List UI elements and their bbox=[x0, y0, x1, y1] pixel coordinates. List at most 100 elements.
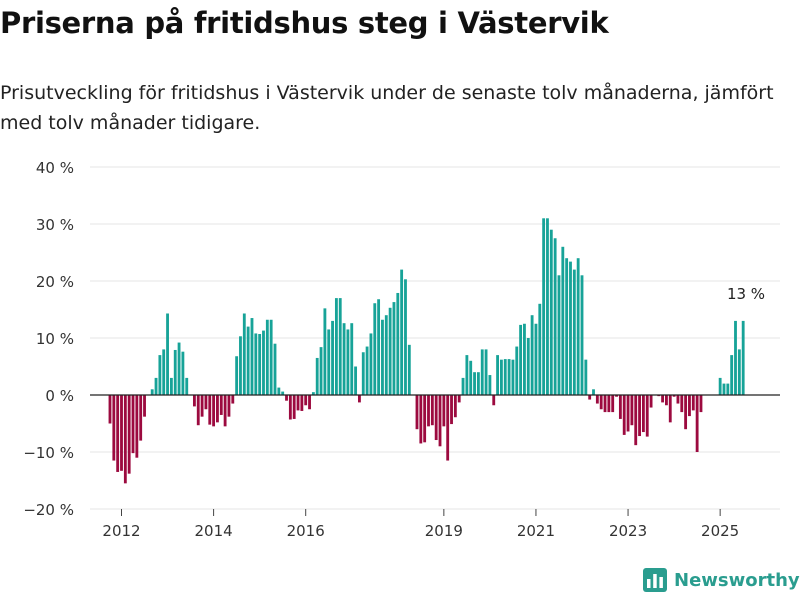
bar bbox=[315, 357, 319, 395]
bar bbox=[358, 395, 361, 403]
bar bbox=[384, 315, 388, 395]
x-tick-label: 2016 bbox=[287, 522, 325, 540]
bar bbox=[607, 395, 611, 413]
bar bbox=[150, 389, 154, 395]
bar bbox=[553, 238, 557, 395]
annotation-label: 13 % bbox=[727, 285, 765, 303]
bar bbox=[572, 269, 576, 395]
bar bbox=[427, 395, 430, 427]
bar bbox=[588, 395, 592, 400]
bar bbox=[331, 320, 334, 395]
brand-name: Newsworthy bbox=[674, 569, 800, 591]
bar bbox=[346, 329, 350, 395]
bar bbox=[116, 395, 120, 472]
bar bbox=[254, 333, 258, 395]
bar bbox=[680, 395, 684, 413]
bar bbox=[695, 395, 699, 452]
y-tick-label: 40 % bbox=[36, 159, 74, 177]
bar bbox=[718, 377, 722, 395]
bar bbox=[626, 395, 630, 432]
bar bbox=[407, 344, 411, 395]
bar bbox=[196, 395, 200, 426]
x-tick-label: 2019 bbox=[425, 522, 463, 540]
bar bbox=[139, 395, 143, 441]
y-tick-label: 0 % bbox=[45, 387, 74, 405]
bar bbox=[392, 302, 396, 395]
bar bbox=[515, 346, 519, 395]
bar bbox=[549, 229, 553, 395]
bar bbox=[296, 395, 300, 411]
bar bbox=[265, 319, 269, 395]
bar bbox=[242, 313, 246, 395]
bar bbox=[691, 395, 695, 411]
bar bbox=[404, 279, 407, 395]
bar bbox=[319, 347, 323, 395]
bar bbox=[342, 323, 346, 395]
bar bbox=[177, 342, 181, 395]
chart-subtitle: Prisutveckling för fritidshus i Västervi… bbox=[0, 82, 774, 134]
bar bbox=[143, 395, 146, 417]
bar bbox=[162, 349, 166, 395]
bar bbox=[108, 395, 112, 424]
bar bbox=[208, 395, 212, 425]
bar bbox=[246, 326, 250, 395]
bar bbox=[730, 355, 734, 395]
bar bbox=[672, 395, 676, 397]
bar bbox=[615, 395, 618, 397]
bar bbox=[235, 356, 239, 395]
bar bbox=[281, 391, 285, 395]
y-axis: −20 % −10 % 0 % 10 % 20 % 30 % 40 % bbox=[23, 159, 74, 519]
bar bbox=[465, 355, 469, 395]
bar bbox=[523, 323, 526, 395]
bar bbox=[373, 303, 377, 395]
bar bbox=[592, 389, 595, 395]
bar bbox=[216, 395, 219, 423]
bar bbox=[457, 395, 461, 403]
bar bbox=[645, 395, 649, 437]
annotation: 13 % bbox=[727, 285, 765, 303]
bar bbox=[327, 329, 331, 395]
bar bbox=[381, 319, 384, 395]
bar bbox=[580, 275, 584, 395]
bar bbox=[499, 359, 503, 395]
bar bbox=[461, 377, 465, 395]
bar bbox=[369, 333, 373, 395]
bar bbox=[476, 372, 480, 395]
bar bbox=[285, 395, 288, 401]
bar-series bbox=[108, 218, 745, 484]
bar bbox=[450, 395, 453, 425]
bar bbox=[684, 395, 688, 430]
bar bbox=[519, 324, 523, 395]
x-tick-label: 2025 bbox=[701, 522, 739, 540]
bar bbox=[388, 307, 392, 395]
x-axis: 2012 2014 2016 2019 2021 2023 2025 bbox=[102, 509, 739, 540]
bar bbox=[123, 395, 127, 484]
bar bbox=[415, 395, 419, 430]
bar bbox=[430, 395, 434, 426]
bar bbox=[546, 218, 549, 395]
bar bbox=[239, 336, 242, 395]
bar bbox=[262, 330, 265, 395]
bar bbox=[438, 395, 442, 447]
bar bbox=[507, 359, 511, 395]
bar bbox=[434, 395, 438, 441]
y-tick-label: 20 % bbox=[36, 273, 74, 291]
bar bbox=[661, 395, 665, 403]
bar bbox=[618, 395, 622, 419]
bar bbox=[595, 395, 599, 404]
bar bbox=[181, 351, 185, 395]
bar bbox=[599, 395, 603, 410]
bar bbox=[503, 359, 507, 395]
bar bbox=[734, 320, 737, 395]
bar bbox=[569, 261, 572, 395]
bar bbox=[269, 319, 273, 395]
bar bbox=[185, 377, 189, 395]
bar bbox=[227, 395, 231, 417]
bar bbox=[737, 349, 741, 395]
bar bbox=[584, 359, 588, 395]
bar bbox=[534, 323, 538, 395]
bar bbox=[223, 395, 227, 427]
bar bbox=[603, 395, 607, 413]
bar bbox=[453, 395, 457, 418]
bar bbox=[334, 298, 338, 395]
